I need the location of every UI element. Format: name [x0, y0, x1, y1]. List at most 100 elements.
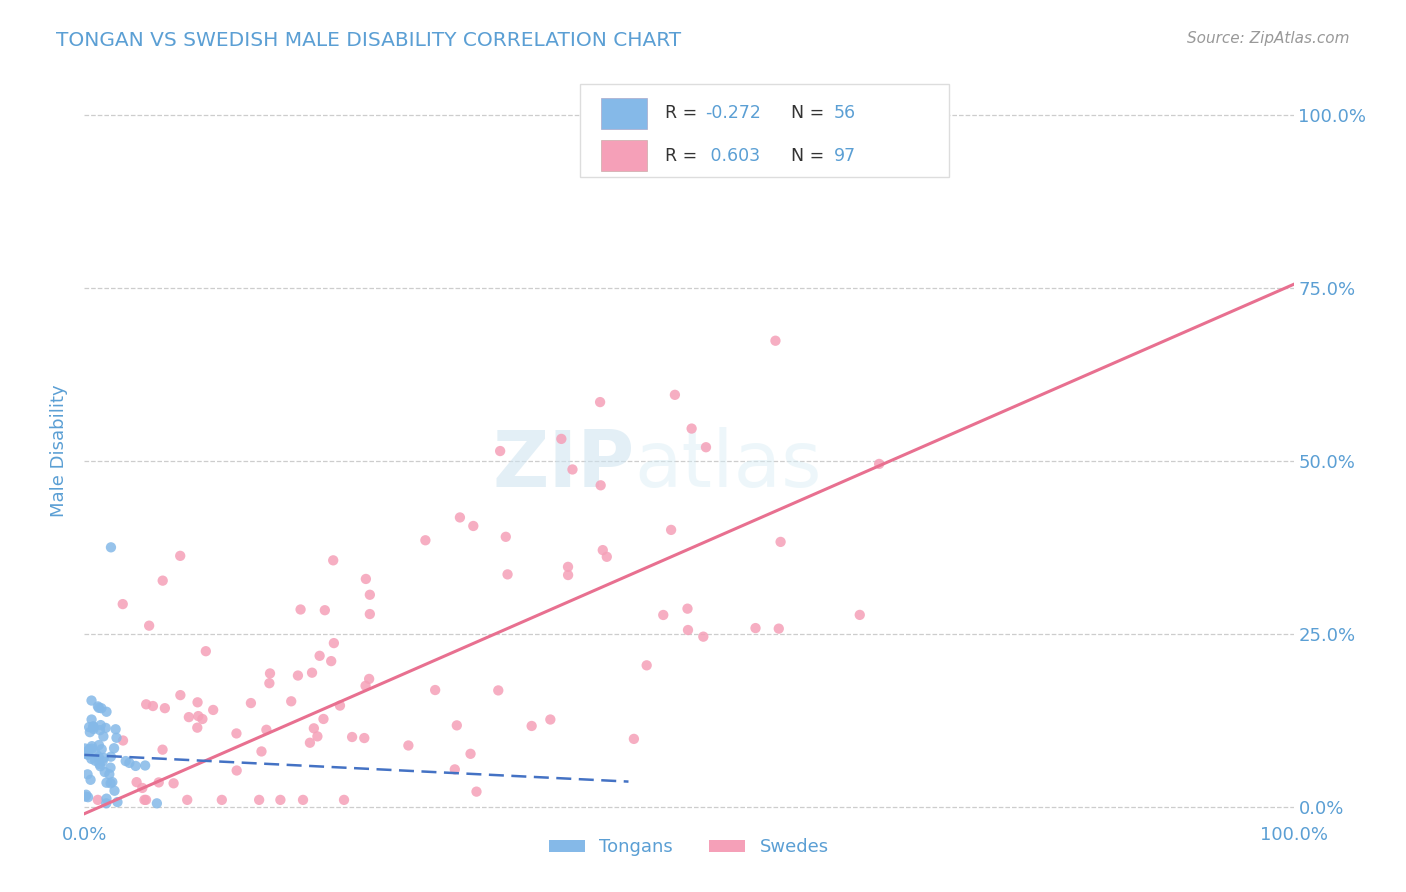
Point: [177, 710, 200, 724]
Point: [125, 775, 148, 789]
Text: 56: 56: [834, 104, 856, 122]
Point: [415, 533, 437, 548]
Point: [312, 712, 335, 726]
Point: [77, 742, 100, 756]
Point: [676, 601, 699, 615]
Y-axis label: Male Disability: Male Disability: [51, 384, 69, 516]
Point: [520, 719, 543, 733]
Point: [465, 784, 488, 798]
Point: [769, 535, 792, 549]
Point: [104, 723, 127, 737]
Point: [225, 726, 247, 740]
Point: [79, 725, 101, 739]
FancyBboxPatch shape: [600, 98, 647, 128]
Point: [659, 523, 682, 537]
Point: [100, 541, 122, 555]
Point: [142, 699, 165, 714]
Point: [302, 722, 325, 736]
Text: -0.272: -0.272: [704, 104, 761, 122]
Point: [321, 654, 343, 668]
FancyBboxPatch shape: [600, 140, 647, 171]
Point: [73, 741, 96, 756]
Point: [77, 790, 100, 805]
Point: [239, 696, 262, 710]
Point: [84, 754, 107, 768]
Point: [87, 701, 110, 715]
Point: [768, 622, 790, 636]
Point: [176, 793, 198, 807]
Point: [93, 751, 115, 765]
Point: [486, 683, 509, 698]
Point: [247, 793, 270, 807]
Point: [131, 780, 153, 795]
Point: [322, 636, 344, 650]
Point: [83, 720, 105, 734]
Point: [280, 694, 302, 708]
Point: [623, 731, 645, 746]
Point: [676, 623, 699, 637]
Point: [98, 767, 121, 781]
Point: [75, 788, 97, 802]
Point: [329, 698, 352, 713]
Point: [111, 733, 134, 747]
Point: [135, 698, 157, 712]
Point: [80, 693, 103, 707]
Text: N =: N =: [780, 104, 830, 122]
Point: [489, 444, 512, 458]
Point: [425, 683, 447, 698]
Point: [396, 739, 419, 753]
Point: [308, 648, 330, 663]
Point: [301, 665, 323, 680]
Text: TONGAN VS SWEDISH MALE DISABILITY CORRELATION CHART: TONGAN VS SWEDISH MALE DISABILITY CORREL…: [56, 31, 682, 50]
Point: [107, 795, 129, 809]
FancyBboxPatch shape: [581, 84, 949, 177]
Point: [89, 759, 111, 773]
Point: [333, 793, 356, 807]
Point: [80, 752, 103, 766]
Point: [446, 718, 468, 732]
Point: [460, 747, 482, 761]
Point: [589, 395, 612, 409]
Point: [124, 759, 146, 773]
Point: [134, 758, 156, 772]
Point: [191, 712, 214, 726]
Point: [100, 761, 122, 775]
Point: [90, 718, 112, 732]
Point: [557, 559, 579, 574]
Point: [146, 797, 169, 811]
Point: [138, 618, 160, 632]
Text: atlas: atlas: [634, 427, 823, 503]
Point: [443, 763, 465, 777]
Point: [298, 736, 321, 750]
Point: [100, 749, 122, 764]
Point: [359, 672, 381, 686]
Point: [100, 776, 122, 790]
Point: [162, 776, 184, 790]
Point: [94, 765, 117, 780]
Text: ZIP: ZIP: [492, 427, 634, 503]
Text: R =: R =: [665, 147, 703, 165]
Point: [292, 793, 315, 807]
Point: [96, 775, 118, 789]
Point: [187, 695, 209, 709]
Point: [359, 607, 381, 621]
Point: [287, 668, 309, 682]
Point: [103, 741, 125, 756]
Point: [636, 658, 658, 673]
Point: [314, 603, 336, 617]
Point: [187, 709, 209, 723]
Point: [152, 574, 174, 588]
Text: Source: ZipAtlas.com: Source: ZipAtlas.com: [1187, 31, 1350, 46]
Point: [80, 741, 103, 756]
Point: [96, 791, 118, 805]
Point: [77, 720, 100, 734]
Point: [134, 793, 156, 807]
Point: [592, 543, 614, 558]
Point: [87, 750, 110, 764]
Point: [596, 549, 619, 564]
Point: [90, 742, 112, 756]
Point: [91, 754, 114, 768]
Point: [353, 731, 375, 745]
Point: [135, 793, 157, 807]
Legend: Tongans, Swedes: Tongans, Swedes: [541, 831, 837, 863]
